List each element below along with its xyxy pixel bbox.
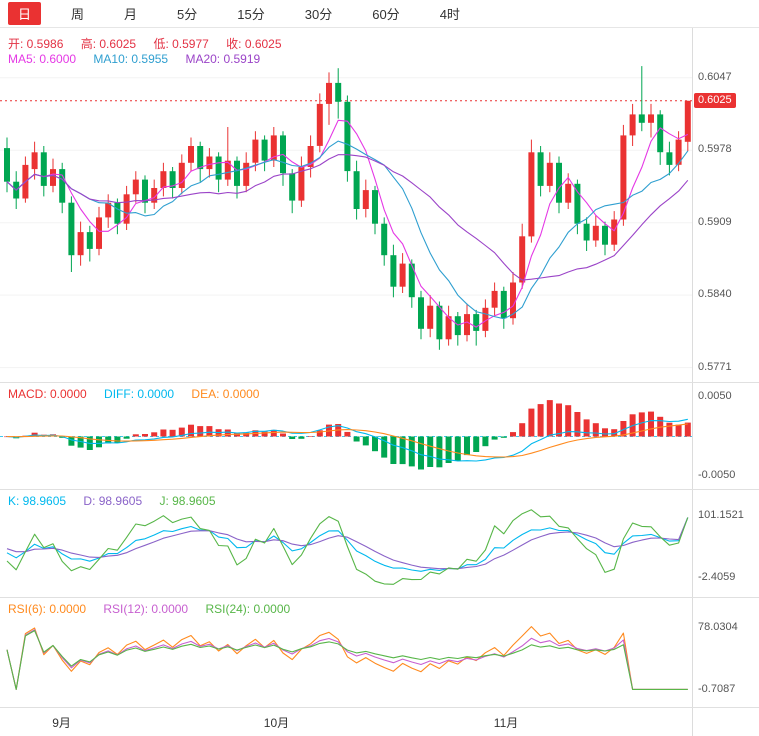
legend-low: 低: 0.5977 xyxy=(153,37,209,51)
tab-day[interactable]: 日 xyxy=(8,2,42,25)
month-label-november: 11月 xyxy=(493,716,519,730)
tab-5min[interactable]: 5分 xyxy=(177,7,198,22)
price-axis-label: 0.5840 xyxy=(698,288,732,301)
tab-month[interactable]: 月 xyxy=(124,7,138,22)
legend-macd: MACD: 0.0000 xyxy=(8,387,87,401)
tab-15min[interactable]: 15分 xyxy=(237,7,265,22)
macd-axis: 0.0050 -0.0050 xyxy=(692,383,759,489)
kdj-legend: K: 98.9605 D: 98.9605 J: 98.9605 xyxy=(8,494,230,508)
legend-high: 高: 0.6025 xyxy=(80,37,137,51)
current-price-badge: 0.6025 xyxy=(694,92,736,108)
kdj-axis-label: 101.1521 xyxy=(698,509,744,522)
legend-k: K: 98.9605 xyxy=(8,494,67,508)
tab-week[interactable]: 周 xyxy=(71,7,85,22)
candlestick-chart[interactable] xyxy=(0,28,692,383)
month-label-october: 10月 xyxy=(263,716,290,730)
price-axis: 0.6047 0.5978 0.5909 0.5840 0.5771 0.602… xyxy=(692,28,759,382)
rsi-axis-label: 78.0304 xyxy=(698,620,738,633)
time-axis-corner xyxy=(692,708,759,736)
ohlc-legend: 开: 0.5986 高: 0.6025 低: 0.5977 收: 0.6025 xyxy=(8,35,296,52)
ma-legend: MA5: 0.6000 MA10: 0.5955 MA20: 0.5919 xyxy=(8,52,274,66)
price-axis-label: 0.5771 xyxy=(698,360,732,373)
macd-panel: MACD: 0.0000 DIFF: 0.0000 DEA: 0.0000 0.… xyxy=(0,383,759,490)
macd-chart[interactable] xyxy=(0,383,692,490)
kdj-axis: 101.1521 -2.4059 xyxy=(692,490,759,597)
rsi-legend: RSI(6): 0.0000 RSI(12): 0.0000 RSI(24): … xyxy=(8,602,304,616)
legend-rsi24: RSI(24): 0.0000 xyxy=(205,602,291,616)
rsi-panel: RSI(6): 0.0000 RSI(12): 0.0000 RSI(24): … xyxy=(0,598,759,708)
price-axis-label: 0.5909 xyxy=(698,215,732,228)
time-axis: 9月 10月 11月 xyxy=(0,708,759,736)
rsi-axis-label: -0.7087 xyxy=(698,682,736,695)
timeframe-toolbar: 日 周 月 5分 15分 30分 60分 4时 xyxy=(0,0,759,28)
legend-dea: DEA: 0.0000 xyxy=(191,387,260,401)
legend-ma10: MA10: 0.5955 xyxy=(93,52,169,66)
legend-open: 开: 0.5986 xyxy=(8,37,64,51)
kdj-panel: K: 98.9605 D: 98.9605 J: 98.9605 101.152… xyxy=(0,490,759,598)
macd-axis-label: 0.0050 xyxy=(698,389,732,402)
legend-rsi12: RSI(12): 0.0000 xyxy=(103,602,189,616)
price-axis-label: 0.6047 xyxy=(698,70,732,83)
kdj-axis-label: -2.4059 xyxy=(698,570,736,583)
month-label-september: 9月 xyxy=(52,716,71,730)
legend-rsi6: RSI(6): 0.0000 xyxy=(8,602,87,616)
tab-30min[interactable]: 30分 xyxy=(304,7,333,22)
legend-close: 收: 0.6025 xyxy=(226,37,282,51)
legend-d: D: 98.9605 xyxy=(83,494,143,508)
rsi-chart[interactable] xyxy=(0,598,692,708)
kdj-chart[interactable] xyxy=(0,490,692,598)
legend-ma5: MA5: 0.6000 xyxy=(8,52,77,66)
legend-j: J: 98.9605 xyxy=(159,494,216,508)
legend-diff: DIFF: 0.0000 xyxy=(104,387,175,401)
legend-ma20: MA20: 0.5919 xyxy=(185,52,261,66)
tab-4hour[interactable]: 4时 xyxy=(439,7,460,22)
macd-axis-label: -0.0050 xyxy=(698,469,736,482)
tab-60min[interactable]: 60分 xyxy=(372,7,400,22)
price-axis-label: 0.5978 xyxy=(698,143,732,156)
macd-legend: MACD: 0.0000 DIFF: 0.0000 DEA: 0.0000 xyxy=(8,387,273,401)
price-panel: 开: 0.5986 高: 0.6025 低: 0.5977 收: 0.6025 … xyxy=(0,28,759,383)
rsi-axis: 78.0304 -0.7087 xyxy=(692,598,759,707)
